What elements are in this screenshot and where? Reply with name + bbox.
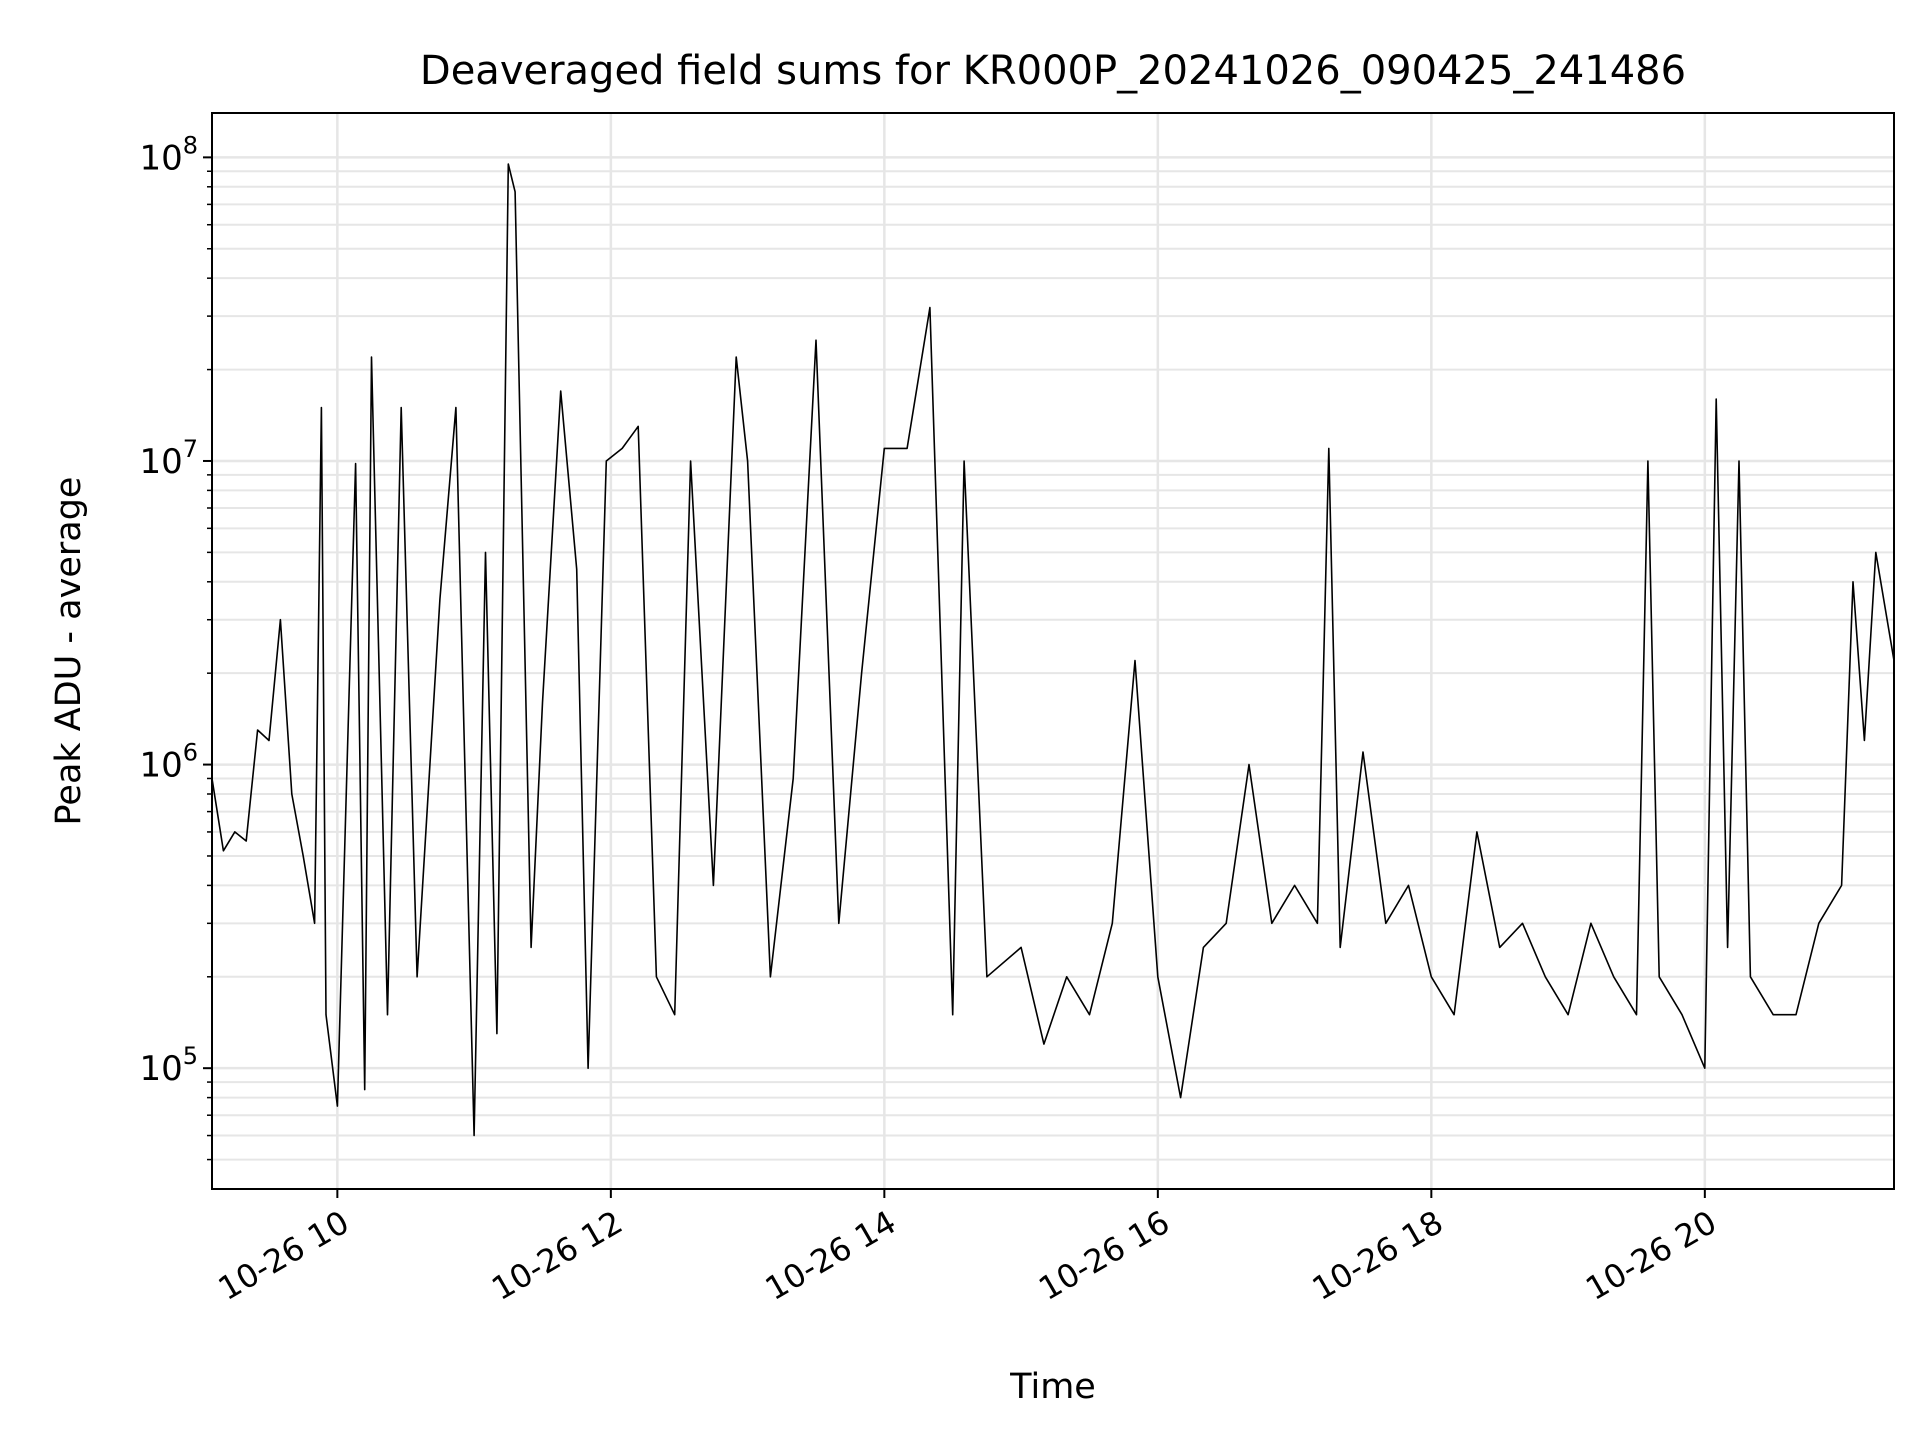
y-axis: 105 106 107 108 xyxy=(139,131,212,1161)
y-tick-label: 108 xyxy=(139,131,198,178)
plot-area xyxy=(212,113,1894,1189)
y-axis-label: Peak ADU - average xyxy=(49,477,89,826)
y-tick-label: 105 xyxy=(139,1042,198,1089)
y-tick-label: 106 xyxy=(139,739,198,786)
plot-frame xyxy=(211,112,1895,1190)
series-layer xyxy=(211,163,1895,1137)
x-axis-label: Time xyxy=(1009,1367,1096,1407)
chart-title: Deaveraged field sums for KR000P_2024102… xyxy=(420,48,1686,94)
series-line xyxy=(211,163,1895,1137)
y-tick-label: 107 xyxy=(139,435,198,482)
